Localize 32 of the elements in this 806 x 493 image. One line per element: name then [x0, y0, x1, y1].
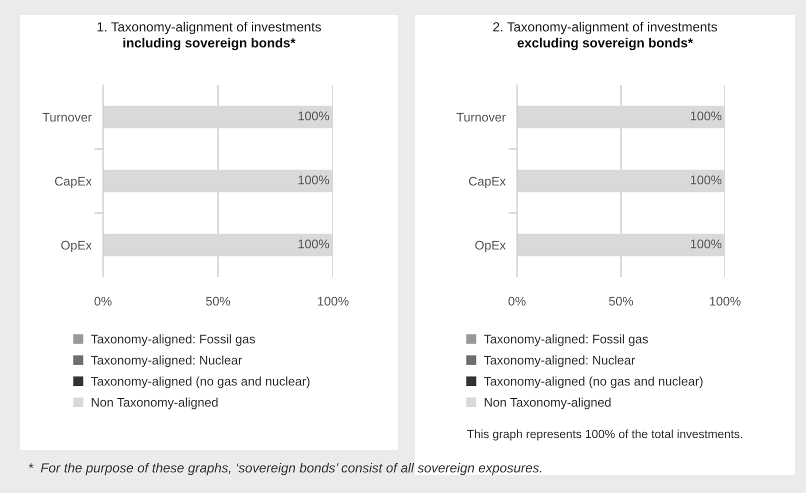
data-label: 100%: [690, 240, 722, 248]
legend-label: Taxonomy-aligned: Fossil gas: [484, 334, 648, 346]
legend-label: Taxonomy-aligned: Nuclear: [91, 355, 242, 368]
data-label: 100%: [298, 112, 330, 120]
y-tick-label: CapEx: [469, 176, 506, 188]
x-tick-label: 100%: [318, 296, 349, 306]
legend-label: Non Taxonomy-aligned: [92, 398, 218, 410]
y-tick-label: Turnover: [42, 112, 92, 122]
y-tick-label: OpEx: [61, 240, 92, 252]
legend-label: Taxonomy-aligned: Fossil gas: [91, 334, 255, 346]
x-tick-label: 0%: [508, 296, 526, 306]
y-tick-label: OpEx: [475, 240, 506, 252]
y-tick-label: CapEx: [55, 176, 92, 188]
x-tick-label: 50%: [206, 296, 230, 306]
data-label: 100%: [690, 112, 722, 120]
chart-title: 1. Taxonomy-alignment of investments: [98, 22, 321, 34]
legend-label: Taxonomy-aligned (no gas and nuclear): [91, 376, 310, 388]
text: * For the purpose of these graphs, ‘sovereign bonds’ consist of all sovereign exposures.: [28, 462, 542, 476]
chart-subtitle: including sovereign bonds*: [123, 38, 296, 50]
chart-title: 2. Taxonomy-alignment of investments: [493, 22, 717, 34]
text: This graph represents 100% of the total investments.: [467, 429, 742, 441]
x-tick-label: 100%: [710, 296, 741, 306]
legend-label: Non Taxonomy-aligned: [484, 398, 611, 410]
x-tick-label: 50%: [608, 296, 634, 306]
legend-label: Taxonomy-aligned (no gas and nuclear): [484, 376, 703, 388]
chart-subtitle: excluding sovereign bonds*: [518, 38, 693, 50]
y-tick-label: Turnover: [456, 112, 506, 122]
data-label: 100%: [298, 240, 330, 248]
data-label: 100%: [690, 176, 722, 184]
legend-label: Taxonomy-aligned: Nuclear: [484, 355, 635, 368]
x-tick-label: 0%: [94, 296, 112, 306]
data-label: 100%: [298, 176, 330, 184]
